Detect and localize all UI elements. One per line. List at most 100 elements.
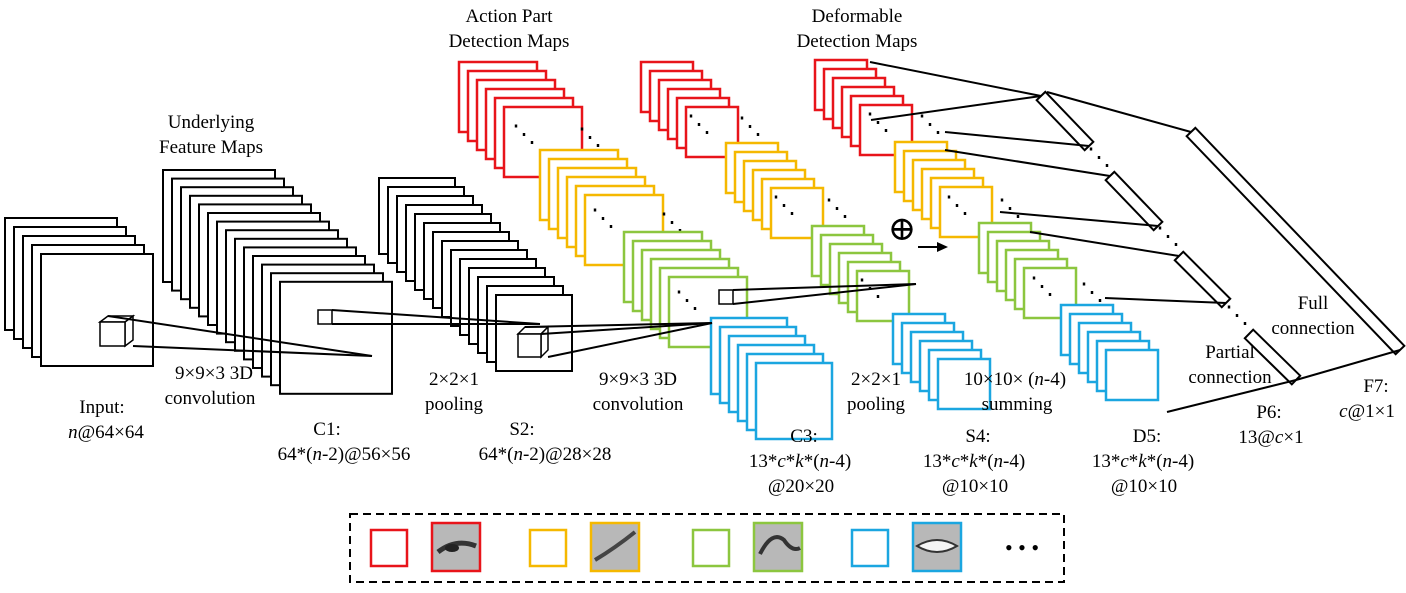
partial-label-line1: Partial bbox=[1205, 342, 1255, 363]
c1-label-dims: 64*(n-2)@56×56 bbox=[278, 444, 411, 465]
heading-action-part-line1: Action Part bbox=[465, 6, 553, 27]
sum-label-line2: summing bbox=[982, 394, 1053, 415]
input-label-dims: n@64×64 bbox=[68, 422, 144, 443]
teeth-patch bbox=[911, 521, 963, 573]
legend-ellipsis: • • • bbox=[1005, 535, 1039, 560]
s4-orange-stack bbox=[724, 141, 825, 240]
continuation-dots: ⋱ bbox=[578, 125, 602, 151]
partial-connection-line bbox=[1029, 231, 1180, 257]
heading-deformable-line1: Deformable bbox=[812, 6, 903, 27]
pool2-label-line2: pooling bbox=[847, 394, 906, 415]
partial-label-line2: connection bbox=[1188, 367, 1272, 388]
continuation-dots: ⋱ bbox=[772, 193, 796, 219]
continuation-dots: ⋱ bbox=[738, 114, 762, 140]
full-label-line2: connection bbox=[1271, 318, 1355, 339]
continuation-dots: ⋱ bbox=[998, 196, 1022, 222]
continuation-dots: ⋱ bbox=[687, 112, 711, 138]
conv2-label-line1: 9×9×3 3D bbox=[599, 369, 677, 390]
pool2-line bbox=[732, 283, 917, 291]
mouth-corner-patch bbox=[752, 521, 804, 573]
eye-patch bbox=[430, 521, 482, 573]
legend-swatch-green bbox=[691, 528, 731, 568]
conv2-label-line2: convolution bbox=[593, 394, 684, 415]
heading-underlying-line1: Underlying bbox=[168, 112, 255, 133]
legend-box: • • • bbox=[349, 513, 1065, 583]
partial-connection-line bbox=[1104, 297, 1227, 304]
continuation-dots: ⋱ bbox=[1225, 303, 1249, 329]
s4-blue-stack-frame bbox=[936, 357, 992, 411]
d5-blue-stack bbox=[1059, 303, 1160, 402]
eye-shape bbox=[436, 540, 477, 555]
conv2-line bbox=[540, 322, 713, 335]
p6-label-dims: 13@c×1 bbox=[1238, 427, 1303, 448]
full-connection-line bbox=[1295, 349, 1401, 381]
c3-blue-stack-frame bbox=[754, 361, 834, 441]
c3-pool-window bbox=[718, 289, 734, 305]
s2-label-dims: 64*(n-2)@28×28 bbox=[479, 444, 612, 465]
c1-stack bbox=[162, 169, 393, 395]
d5-label-size: @10×10 bbox=[1111, 476, 1177, 497]
s2-label-name: S2: bbox=[509, 419, 534, 440]
p6-bar bbox=[1243, 328, 1302, 386]
pool2-line bbox=[732, 283, 917, 305]
conv1-line bbox=[132, 345, 373, 357]
s4-green-stack-frame bbox=[855, 269, 911, 323]
conv2-line bbox=[524, 322, 713, 328]
legend-swatch-red bbox=[369, 528, 409, 568]
p6-bar bbox=[1173, 250, 1232, 309]
continuation-dots: ⋱ bbox=[825, 196, 849, 222]
heading-deformable-line2: Detection Maps bbox=[797, 31, 918, 52]
input-stack-frame bbox=[40, 253, 154, 367]
legend-swatch-orange bbox=[528, 528, 568, 568]
d5-red-stack bbox=[813, 58, 914, 157]
p6-label-name: P6: bbox=[1256, 402, 1281, 423]
pool1-label-line2: pooling bbox=[425, 394, 484, 415]
partial-connection-line bbox=[869, 61, 1042, 97]
continuation-dots: ⋱ bbox=[1080, 280, 1104, 306]
legend-border bbox=[349, 513, 1065, 583]
conv1-label-line2: convolution bbox=[165, 388, 256, 409]
sum-operator-symbol: ⊕ bbox=[888, 211, 917, 248]
c3-green-stack-frame bbox=[667, 275, 749, 349]
sum-arrow-head bbox=[937, 242, 948, 252]
f7-label-dims: c@1×1 bbox=[1339, 401, 1395, 422]
continuation-dots: ⋱ bbox=[918, 112, 942, 138]
partial-connection-line bbox=[999, 211, 1159, 227]
p6-bar bbox=[1035, 90, 1095, 152]
heading-underlying-line2: Feature Maps bbox=[159, 137, 263, 158]
input-stack bbox=[4, 217, 154, 367]
continuation-dots: ⋱ bbox=[591, 206, 615, 232]
c1-label-name: C1: bbox=[313, 419, 340, 440]
c3-label-size: @20×20 bbox=[768, 476, 834, 497]
d5-label-name: D5: bbox=[1133, 426, 1162, 447]
c3-label-name: C3: bbox=[790, 426, 817, 447]
continuation-dots: ⋱ bbox=[866, 110, 890, 136]
c3-blue-stack bbox=[709, 316, 834, 441]
d5-blue-stack-frame bbox=[1104, 348, 1160, 402]
s4-label-name: S4: bbox=[965, 426, 990, 447]
c1-pool-window bbox=[317, 309, 333, 325]
heading-action-part-line2: Detection Maps bbox=[449, 31, 570, 52]
pool1-line bbox=[331, 309, 541, 325]
partial-connection-line bbox=[944, 131, 1090, 147]
f7-bar bbox=[1185, 126, 1406, 356]
p6-bar bbox=[1104, 170, 1164, 232]
c1-stack-frame bbox=[279, 280, 393, 395]
continuation-dots: ⋱ bbox=[1030, 274, 1054, 300]
connection-lines bbox=[107, 61, 1401, 413]
continuation-dots: ⋱ bbox=[1156, 224, 1180, 250]
pool2-label-line1: 2×2×1 bbox=[851, 369, 901, 390]
mouth-corner-shape bbox=[758, 535, 801, 555]
legend-swatch-blue bbox=[850, 528, 890, 568]
input-label-name: Input: bbox=[79, 397, 124, 418]
d5-orange-stack bbox=[893, 140, 994, 239]
s4-label-size: @10×10 bbox=[942, 476, 1008, 497]
conv1-line bbox=[107, 315, 373, 357]
s4-label-dims: 13*c*k*(n-4) bbox=[923, 451, 1025, 472]
teeth-shape bbox=[915, 539, 959, 553]
conv2-line bbox=[547, 322, 713, 358]
s4-blue-stack bbox=[891, 312, 992, 411]
conv1-label-line1: 9×9×3 3D bbox=[175, 363, 253, 384]
